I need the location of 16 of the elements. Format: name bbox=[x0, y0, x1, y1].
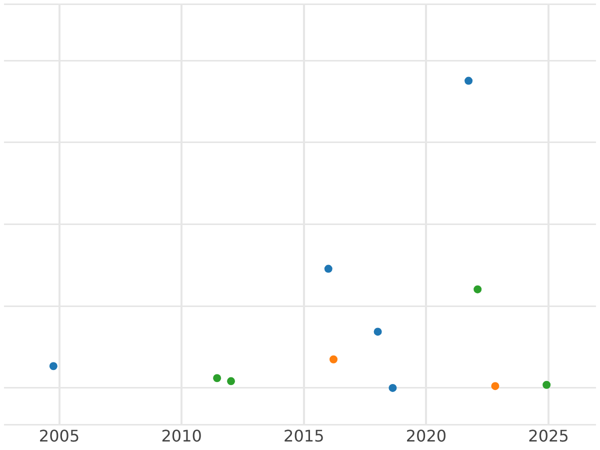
point bbox=[374, 328, 382, 336]
point bbox=[464, 76, 473, 85]
point bbox=[388, 384, 397, 392]
point bbox=[49, 362, 58, 370]
point bbox=[491, 382, 500, 390]
x-tick-label: 2025 bbox=[528, 426, 569, 446]
x-tick-label: 2005 bbox=[38, 426, 80, 446]
x-tick-label: 2020 bbox=[406, 426, 447, 446]
point bbox=[213, 374, 222, 382]
point bbox=[227, 377, 236, 386]
x-tick-label: 2015 bbox=[284, 426, 324, 446]
point bbox=[330, 355, 338, 364]
point bbox=[474, 285, 482, 294]
x-tick-label: 2010 bbox=[161, 426, 202, 446]
point bbox=[324, 264, 332, 273]
point bbox=[542, 380, 551, 389]
